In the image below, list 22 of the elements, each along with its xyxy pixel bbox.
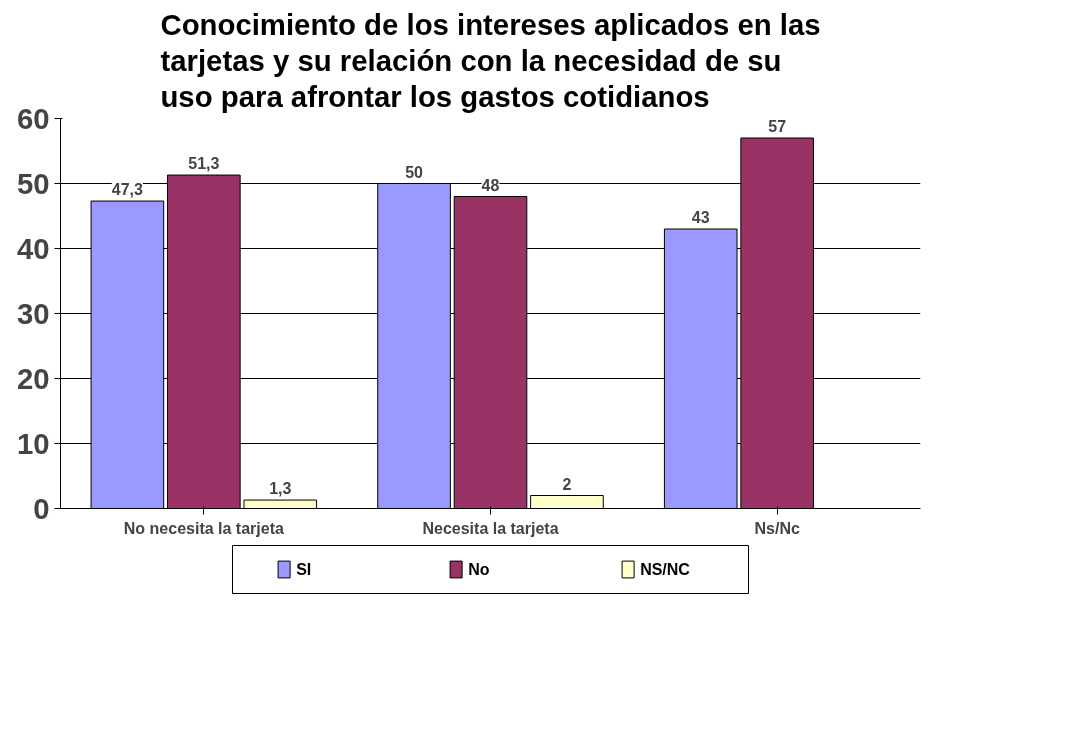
y-tick-label: 20 — [16, 361, 50, 395]
y-tick-label: 50 — [16, 166, 50, 200]
y-tick-label: 60 — [16, 101, 50, 135]
y-tick-label: 40 — [16, 231, 50, 265]
x-tick-label: No necesita la tarjeta — [123, 519, 284, 537]
y-tick-label: 0 — [33, 491, 50, 525]
data-label: 2 — [562, 475, 572, 493]
data-label: 1,3 — [269, 480, 292, 498]
x-tick-label: Necesita la tarjeta — [422, 519, 559, 537]
data-label: 47,3 — [111, 181, 144, 199]
legend-label: SI — [296, 561, 312, 578]
data-label: 48 — [481, 176, 500, 194]
data-label: 50 — [405, 163, 424, 181]
y-tick-label: 10 — [16, 426, 50, 460]
legend-label: No — [468, 561, 490, 578]
x-tick-label: Ns/Nc — [754, 519, 800, 537]
data-label: 57 — [768, 118, 787, 135]
y-tick-label: 30 — [16, 296, 50, 330]
legend-label: NS/NC — [640, 561, 691, 578]
data-label: 51,3 — [188, 155, 220, 173]
data-label: 43 — [691, 209, 710, 226]
chart-title: Conocimiento de los intereses aplicados en las tarjetas y su relación con la necesidad de su uso para afrontar los gastos cotidianos — [160, 7, 821, 114]
